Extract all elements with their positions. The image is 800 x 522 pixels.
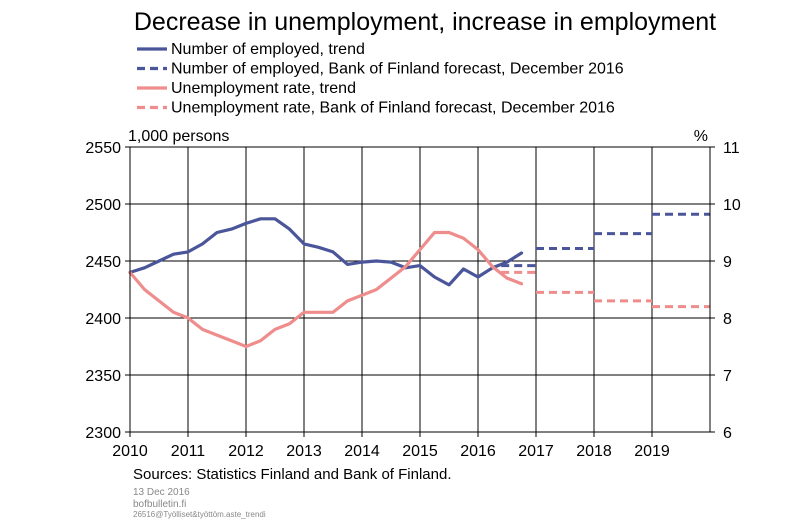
right-axis-tick-label: 6 — [723, 425, 732, 442]
left-axis-tick-label: 2450 — [85, 254, 121, 271]
left-axis-tick-label: 2500 — [85, 197, 121, 214]
x-axis-tick-label: 2018 — [576, 443, 612, 460]
legend: Number of employed, trend Number of emplo… — [137, 41, 624, 117]
date-note: 13 Dec 2016 — [133, 487, 190, 498]
right-axis-tick-label: 8 — [723, 311, 732, 328]
x-axis-tick-label: 2019 — [634, 443, 670, 460]
right-axis-unit-label: % — [694, 128, 708, 145]
axis-ticks: 2550 2500 2450 2400 2350 2300 11 10 9 8 7 6 2010 2011… — [85, 140, 740, 460]
code-note: 26516@Työlliset&työttöm.aste_trendi — [133, 510, 266, 519]
legend-label-3: Unemployment rate, Bank of Finland forec… — [171, 100, 615, 117]
legend-label-2: Unemployment rate, trend — [171, 80, 356, 97]
left-axis-unit-label: 1,000 persons — [128, 128, 229, 145]
source-note: Sources: Statistics Finland and Bank of … — [133, 466, 452, 483]
x-axis-tick-label: 2010 — [112, 443, 148, 460]
x-axis-tick-label: 2017 — [518, 443, 554, 460]
x-axis-tick-label: 2011 — [171, 443, 206, 460]
left-axis-tick-label: 2550 — [85, 140, 121, 157]
x-axis-tick-label: 2016 — [460, 443, 496, 460]
series-layer — [128, 212, 710, 349]
legend-label-0: Number of employed, trend — [171, 41, 365, 58]
chart-title: Decrease in unemployment, increase in em… — [134, 8, 716, 36]
series-line-2 — [128, 230, 524, 349]
left-axis-tick-label: 2300 — [85, 425, 121, 442]
x-axis-tick-label: 2012 — [228, 443, 264, 460]
x-axis-tick-label: 2014 — [344, 443, 380, 460]
left-axis-tick-label: 2400 — [85, 311, 121, 328]
x-axis-tick-label: 2013 — [286, 443, 322, 460]
right-axis-tick-label: 9 — [723, 254, 732, 271]
legend-label-1: Number of employed, Bank of Finland fore… — [171, 61, 624, 78]
grid — [130, 147, 710, 432]
series-line-0 — [128, 217, 524, 287]
right-axis-tick-label: 11 — [723, 140, 740, 157]
x-axis-tick-label: 2015 — [402, 443, 438, 460]
left-axis-tick-label: 2350 — [85, 368, 121, 385]
right-axis-tick-label: 10 — [723, 197, 741, 214]
site-note: bofbulletin.fi — [133, 499, 186, 510]
right-axis-tick-label: 7 — [723, 368, 732, 385]
